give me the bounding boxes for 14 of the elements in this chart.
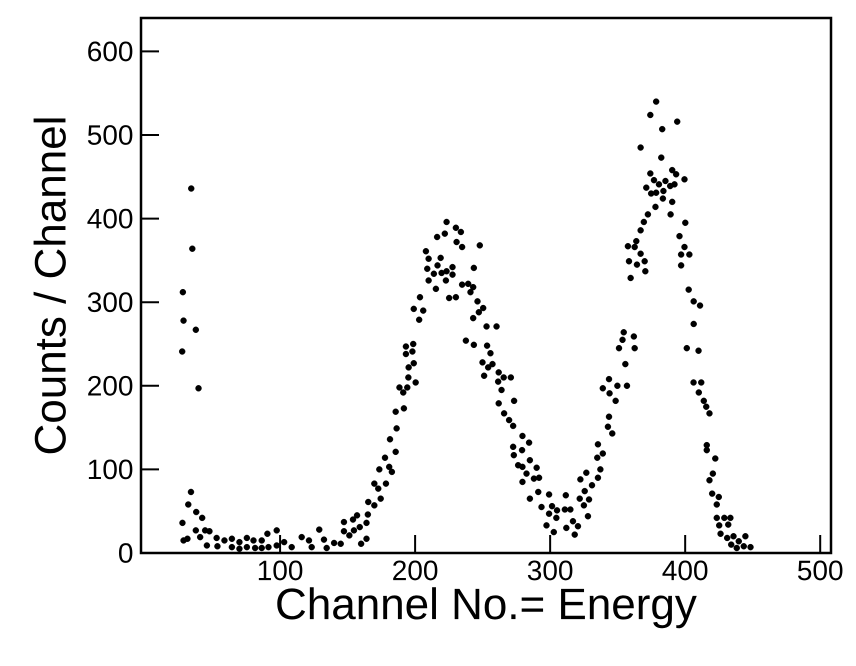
y-tick-label: 500 xyxy=(88,125,132,145)
y-tick-label: 400 xyxy=(87,208,132,229)
x-tick-label: 500 xyxy=(798,560,842,580)
y-tick-label: 600 xyxy=(88,42,132,62)
x-axis-title: Channel No.= Energy xyxy=(277,587,697,628)
y-tick-label: 200 xyxy=(88,376,132,396)
x-tick-label: 200 xyxy=(393,560,438,580)
x-tick-label: 400 xyxy=(662,560,708,580)
x-tick-label: 300 xyxy=(528,560,572,580)
y-axis-title: Counts / Channel xyxy=(34,118,66,454)
y-tick-label: 100 xyxy=(88,459,132,480)
y-tick-label: 300 xyxy=(88,292,132,312)
x-tick-label: 100 xyxy=(258,560,302,580)
y-tick-label: 0 xyxy=(119,543,132,563)
